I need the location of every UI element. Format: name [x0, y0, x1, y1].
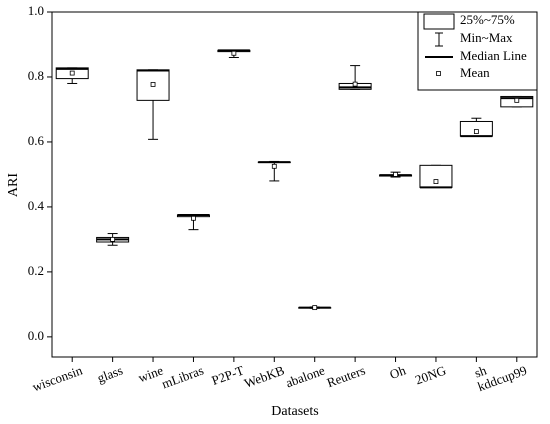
- y-tick-label: 0.0: [28, 328, 44, 343]
- legend-label: 25%~75%: [460, 12, 515, 27]
- x-tick-label: 20NG: [413, 363, 448, 388]
- mean-marker: [433, 179, 439, 184]
- x-tick-label: sh: [472, 362, 488, 380]
- legend-label: Mean: [460, 65, 490, 80]
- x-tick-label: P2P-T: [210, 363, 246, 388]
- legend-mean-icon: [436, 71, 441, 76]
- x-tick-label: mLibras: [160, 363, 206, 392]
- mean-marker: [473, 129, 479, 134]
- mean-marker: [150, 82, 156, 87]
- x-tick-label: WebKB: [242, 362, 286, 390]
- y-tick-label: 0.2: [28, 263, 44, 278]
- y-tick-label: 0.4: [28, 198, 45, 213]
- legend-label: Median Line: [460, 48, 527, 63]
- mean-marker: [271, 163, 277, 169]
- mean-marker: [352, 81, 358, 87]
- mean-marker: [312, 305, 318, 311]
- box: [419, 164, 453, 188]
- mean-marker: [110, 237, 116, 242]
- y-tick-label: 1.0: [28, 3, 44, 18]
- mean-marker: [393, 172, 398, 177]
- mean-marker: [191, 215, 196, 221]
- x-tick-label: Reuters: [325, 363, 367, 391]
- y-tick-label: 0.8: [28, 68, 44, 83]
- mean-marker: [514, 97, 520, 103]
- x-tick-label: abalone: [284, 362, 327, 390]
- mean-marker: [231, 50, 237, 56]
- legend-label: Min~Max: [460, 30, 513, 45]
- x-axis-label: Datasets: [271, 404, 318, 419]
- x-tick-label: wisconsin: [30, 362, 84, 394]
- y-axis-label: ARI: [6, 173, 21, 197]
- y-tick-label: 0.6: [28, 133, 45, 148]
- mean-marker: [69, 70, 75, 76]
- x-tick-label: Oh: [388, 362, 409, 382]
- x-tick-label: glass: [95, 363, 125, 386]
- plot-frame: [51, 11, 538, 358]
- legend-box-icon: [423, 13, 455, 30]
